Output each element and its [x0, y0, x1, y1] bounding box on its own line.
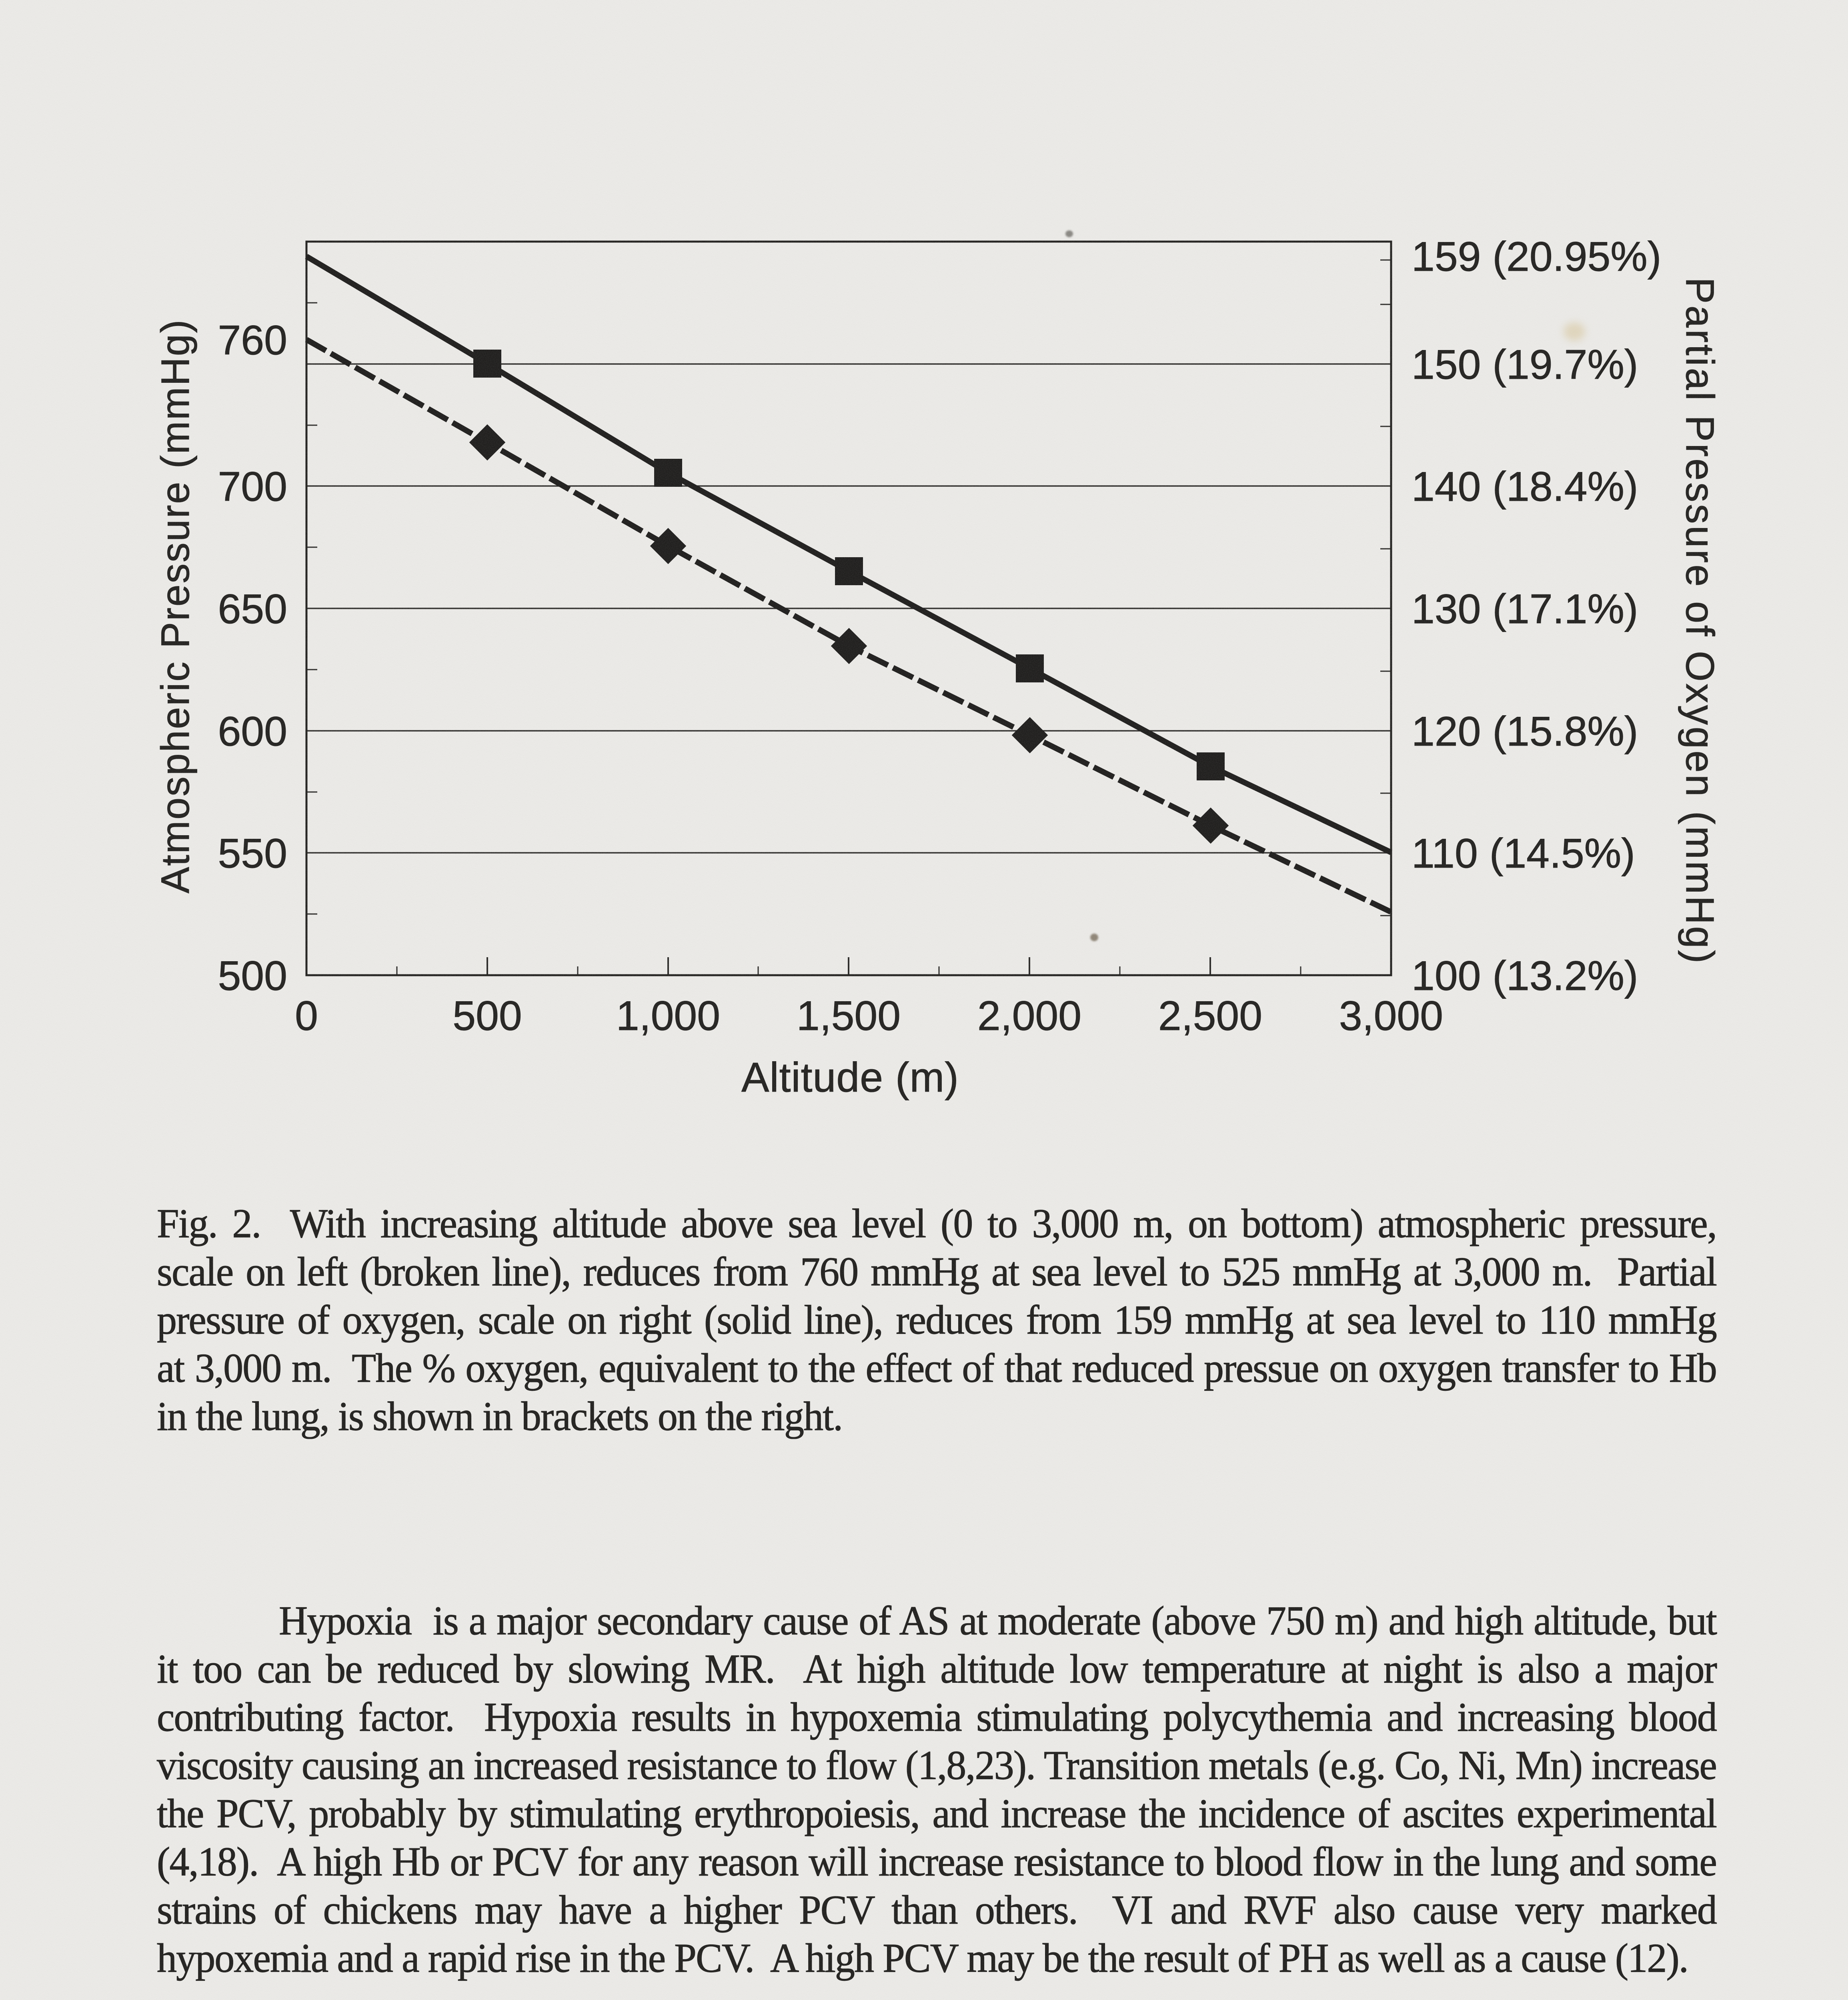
svg-text:3,000: 3,000 [1339, 993, 1443, 1039]
svg-text:140 (18.4%): 140 (18.4%) [1412, 464, 1638, 510]
svg-text:760: 760 [218, 317, 287, 364]
svg-text:Partial Pressure of Oxygen (mm: Partial Pressure of Oxygen (mmHg) [1678, 277, 1722, 965]
svg-text:130 (17.1%): 130 (17.1%) [1412, 586, 1638, 632]
svg-text:2,500: 2,500 [1158, 993, 1262, 1039]
svg-text:110 (14.5%): 110 (14.5%) [1412, 830, 1635, 877]
svg-text:159 (20.95%): 159 (20.95%) [1412, 234, 1661, 280]
svg-text:600: 600 [218, 708, 287, 755]
svg-text:650: 650 [218, 586, 287, 632]
svg-text:500: 500 [218, 953, 287, 999]
svg-text:2,000: 2,000 [977, 993, 1081, 1039]
svg-text:1,500: 1,500 [797, 993, 901, 1039]
svg-text:Atmospheric Pressure (mmHg): Atmospheric Pressure (mmHg) [153, 318, 197, 893]
svg-text:120 (15.8%): 120 (15.8%) [1412, 708, 1638, 755]
svg-text:150 (19.7%): 150 (19.7%) [1412, 342, 1638, 388]
svg-text:550: 550 [218, 830, 287, 877]
svg-text:100 (13.2%): 100 (13.2%) [1412, 953, 1638, 999]
svg-text:700: 700 [218, 464, 287, 510]
svg-text:Altitude (m): Altitude (m) [741, 1054, 959, 1101]
svg-text:1,000: 1,000 [616, 993, 720, 1039]
svg-text:500: 500 [452, 993, 522, 1039]
svg-text:0: 0 [295, 993, 318, 1039]
